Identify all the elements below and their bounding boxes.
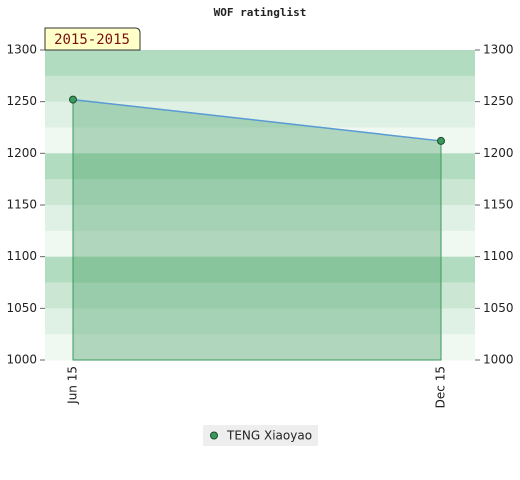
- point: [437, 136, 445, 145]
- y2-tick-label: 1150: [483, 198, 514, 212]
- y2-tick-label: 1200: [483, 146, 514, 160]
- background-band: [45, 153, 475, 180]
- y-tick-label: 1150: [6, 198, 37, 212]
- background-band: [45, 230, 475, 258]
- background-band: [45, 334, 475, 361]
- x-tick-label: Dec 15: [434, 366, 448, 408]
- y2-tick-label: 1250: [483, 94, 514, 108]
- period-label: 2015-2015: [54, 32, 130, 48]
- y2-tick-label: 1050: [483, 301, 514, 315]
- background-band: [45, 75, 475, 103]
- y2-tick-label: 1100: [483, 249, 514, 263]
- y-tick-label: 1100: [6, 249, 37, 263]
- background-band: [45, 256, 475, 283]
- background-band: [45, 282, 475, 309]
- chart-title: WOF ratinglist: [214, 6, 307, 19]
- line: [72, 98, 442, 142]
- y2-tick-label: 1300: [483, 43, 514, 57]
- point: [69, 95, 77, 104]
- y-tick-label: 1250: [6, 94, 37, 108]
- y-tick-label: 1050: [6, 301, 37, 315]
- background-band: [45, 205, 475, 232]
- legend-label: TENG Xiaoyao: [226, 429, 312, 443]
- plot-background: [45, 50, 475, 361]
- y-tick-label: 1000: [6, 353, 37, 367]
- background-band: [45, 50, 475, 77]
- background-band: [45, 127, 475, 154]
- period-box: [44, 27, 141, 51]
- y2-tick-label: 1000: [483, 353, 514, 367]
- background-band: [45, 101, 475, 128]
- area: [72, 99, 442, 361]
- y-tick-label: 1300: [6, 43, 37, 57]
- legend: [203, 425, 318, 446]
- legend-marker: [210, 431, 218, 440]
- y-tick-label: 1200: [6, 146, 37, 160]
- background-band: [45, 308, 475, 335]
- background-band: [45, 179, 475, 206]
- x-tick-label: Jun 15: [66, 366, 80, 405]
